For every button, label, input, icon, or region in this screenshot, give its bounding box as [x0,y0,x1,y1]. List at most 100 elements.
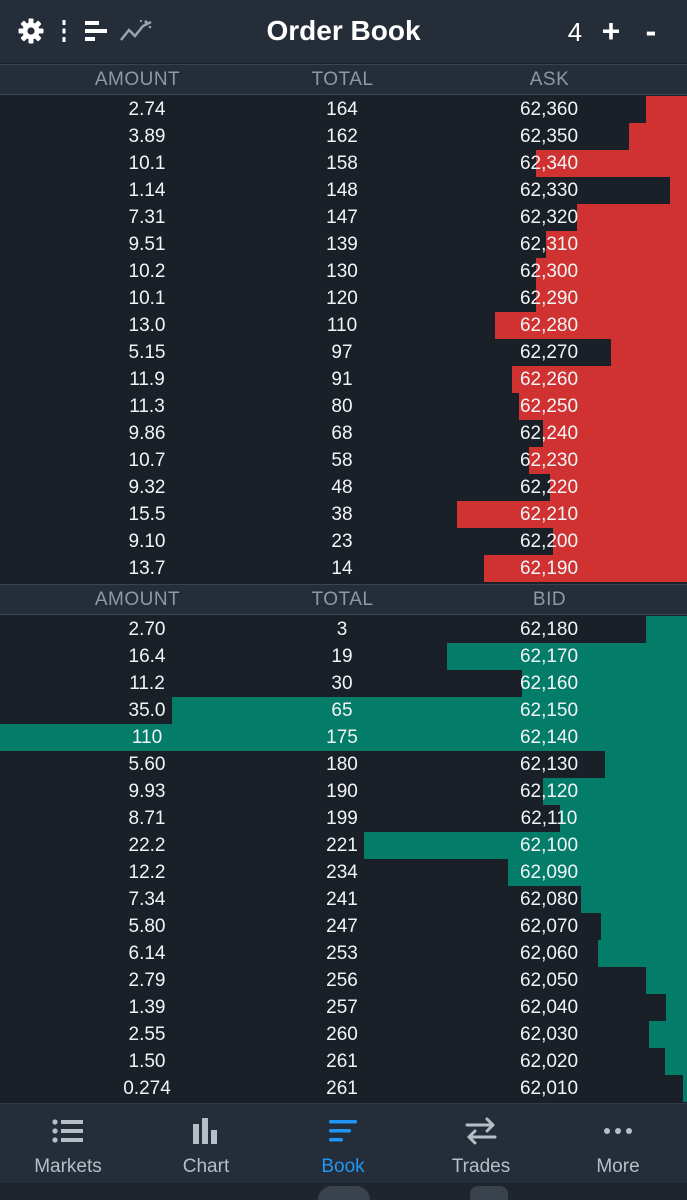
bars-align-left-icon[interactable] [82,14,110,48]
total-cell: 3 [336,619,348,640]
bid-row[interactable]: 5.60 180 62,130 [0,751,687,778]
ask-row[interactable]: 11.9 91 62,260 [0,366,687,393]
increase-depth-button[interactable]: + [596,14,626,48]
amount-cell: 5.60 [128,754,166,775]
price-cell: 62,160 [519,673,579,694]
tab-book[interactable]: Book [283,1104,403,1184]
ask-row[interactable]: 9.51 139 62,310 [0,231,687,258]
price-cell: 62,090 [519,862,579,883]
price-cell: 62,280 [519,315,579,336]
amount-cell: 10.7 [128,450,166,471]
bid-row[interactable]: 7.34 241 62,080 [0,886,687,913]
ask-row[interactable]: 10.1 120 62,290 [0,285,687,312]
price-cell: 62,270 [519,342,579,363]
depth-bar [519,393,687,420]
ask-row[interactable]: 1.14 148 62,330 [0,177,687,204]
tab-more[interactable]: More [558,1104,678,1184]
ask-row[interactable]: 3.89 162 62,350 [0,123,687,150]
total-cell: 38 [331,504,353,525]
price-cell: 62,330 [519,180,579,201]
decrease-depth-button[interactable]: - [638,14,664,48]
tab-label: More [596,1156,640,1177]
bid-row[interactable]: 11.2 30 62,160 [0,670,687,697]
total-cell: 175 [326,727,358,748]
tab-label: Trades [451,1156,511,1177]
amount-cell: 16.4 [128,646,166,667]
total-cell: 97 [331,342,353,363]
bid-row[interactable]: 1.39 257 62,040 [0,994,687,1021]
ask-row[interactable]: 5.15 97 62,270 [0,339,687,366]
amount-cell: 2.55 [128,1024,166,1045]
price-cell: 62,300 [519,261,579,282]
price-cell: 62,320 [519,207,579,228]
amount-cell: 1.50 [128,1051,166,1072]
bid-row[interactable]: 9.93 190 62,120 [0,778,687,805]
bid-row[interactable]: 1.50 261 62,020 [0,1048,687,1075]
amount-cell: 6.14 [128,943,166,964]
amount-cell: 13.7 [128,558,166,579]
total-cell: 261 [326,1051,358,1072]
price-cell: 62,050 [519,970,579,991]
depth-bar [670,177,687,204]
bid-row[interactable]: 2.70 3 62,180 [0,616,687,643]
ask-row[interactable]: 9.10 23 62,200 [0,528,687,555]
amount-cell: 9.10 [128,531,166,552]
bid-row[interactable]: 2.55 260 62,030 [0,1021,687,1048]
tab-trades[interactable]: Trades [421,1104,541,1184]
bid-row[interactable]: 6.14 253 62,060 [0,940,687,967]
total-cell: 247 [326,916,358,937]
ask-row[interactable]: 13.7 14 62,190 [0,555,687,582]
total-cell: 23 [331,531,353,552]
bid-row[interactable]: 110 175 62,140 [0,724,687,751]
home-button[interactable] [318,1186,370,1200]
total-header: TOTAL [311,589,374,610]
amount-header: AMOUNT [94,589,181,610]
overview-button[interactable] [470,1186,508,1200]
price-cell: 62,260 [519,369,579,390]
tab-markets[interactable]: Markets [8,1104,128,1184]
ask-row[interactable]: 10.1 158 62,340 [0,150,687,177]
price-cell: 62,130 [519,754,579,775]
ask-row[interactable]: 2.74 164 62,360 [0,96,687,123]
sparkline-icon[interactable] [118,14,154,48]
price-cell: 62,010 [519,1078,579,1099]
bid-row[interactable]: 8.71 199 62,110 [0,805,687,832]
price-cell: 62,140 [519,727,579,748]
bid-row[interactable]: 12.2 234 62,090 [0,859,687,886]
price-cell: 62,310 [519,234,579,255]
price-cell: 62,250 [519,396,579,417]
vertical-dots-icon[interactable] [56,14,72,48]
bid-row[interactable]: 5.80 247 62,070 [0,913,687,940]
total-cell: 80 [331,396,353,417]
ask-row[interactable]: 15.5 38 62,210 [0,501,687,528]
price-cell: 62,360 [519,99,579,120]
bid-row[interactable]: 16.4 19 62,170 [0,643,687,670]
amount-cell: 1.14 [128,180,166,201]
total-cell: 257 [326,997,358,1018]
amount-cell: 9.51 [128,234,166,255]
ask-row[interactable]: 9.86 68 62,240 [0,420,687,447]
bid-row[interactable]: 2.79 256 62,050 [0,967,687,994]
ask-row[interactable]: 13.0 110 62,280 [0,312,687,339]
amount-cell: 11.2 [129,673,165,694]
bid-row[interactable]: 22.2 221 62,100 [0,832,687,859]
ask-row[interactable]: 9.32 48 62,220 [0,474,687,501]
depth-bar [611,339,687,366]
depth-bar [172,697,687,724]
total-cell: 253 [326,943,358,964]
amount-cell: 13.0 [128,315,166,336]
depth-bar [646,616,687,643]
bid-row[interactable]: 0.274 261 62,010 [0,1075,687,1102]
price-cell: 62,100 [519,835,579,856]
ask-row[interactable]: 11.3 80 62,250 [0,393,687,420]
swap-arrows-icon [461,1114,501,1148]
ask-row[interactable]: 10.7 58 62,230 [0,447,687,474]
amount-cell: 110 [131,727,163,748]
amount-cell: 1.39 [128,997,166,1018]
ask-row[interactable]: 7.31 147 62,320 [0,204,687,231]
ask-row[interactable]: 10.2 130 62,300 [0,258,687,285]
total-cell: 261 [326,1078,358,1099]
tab-chart[interactable]: Chart [146,1104,266,1184]
bid-row[interactable]: 35.0 65 62,150 [0,697,687,724]
gear-icon[interactable] [16,14,46,48]
